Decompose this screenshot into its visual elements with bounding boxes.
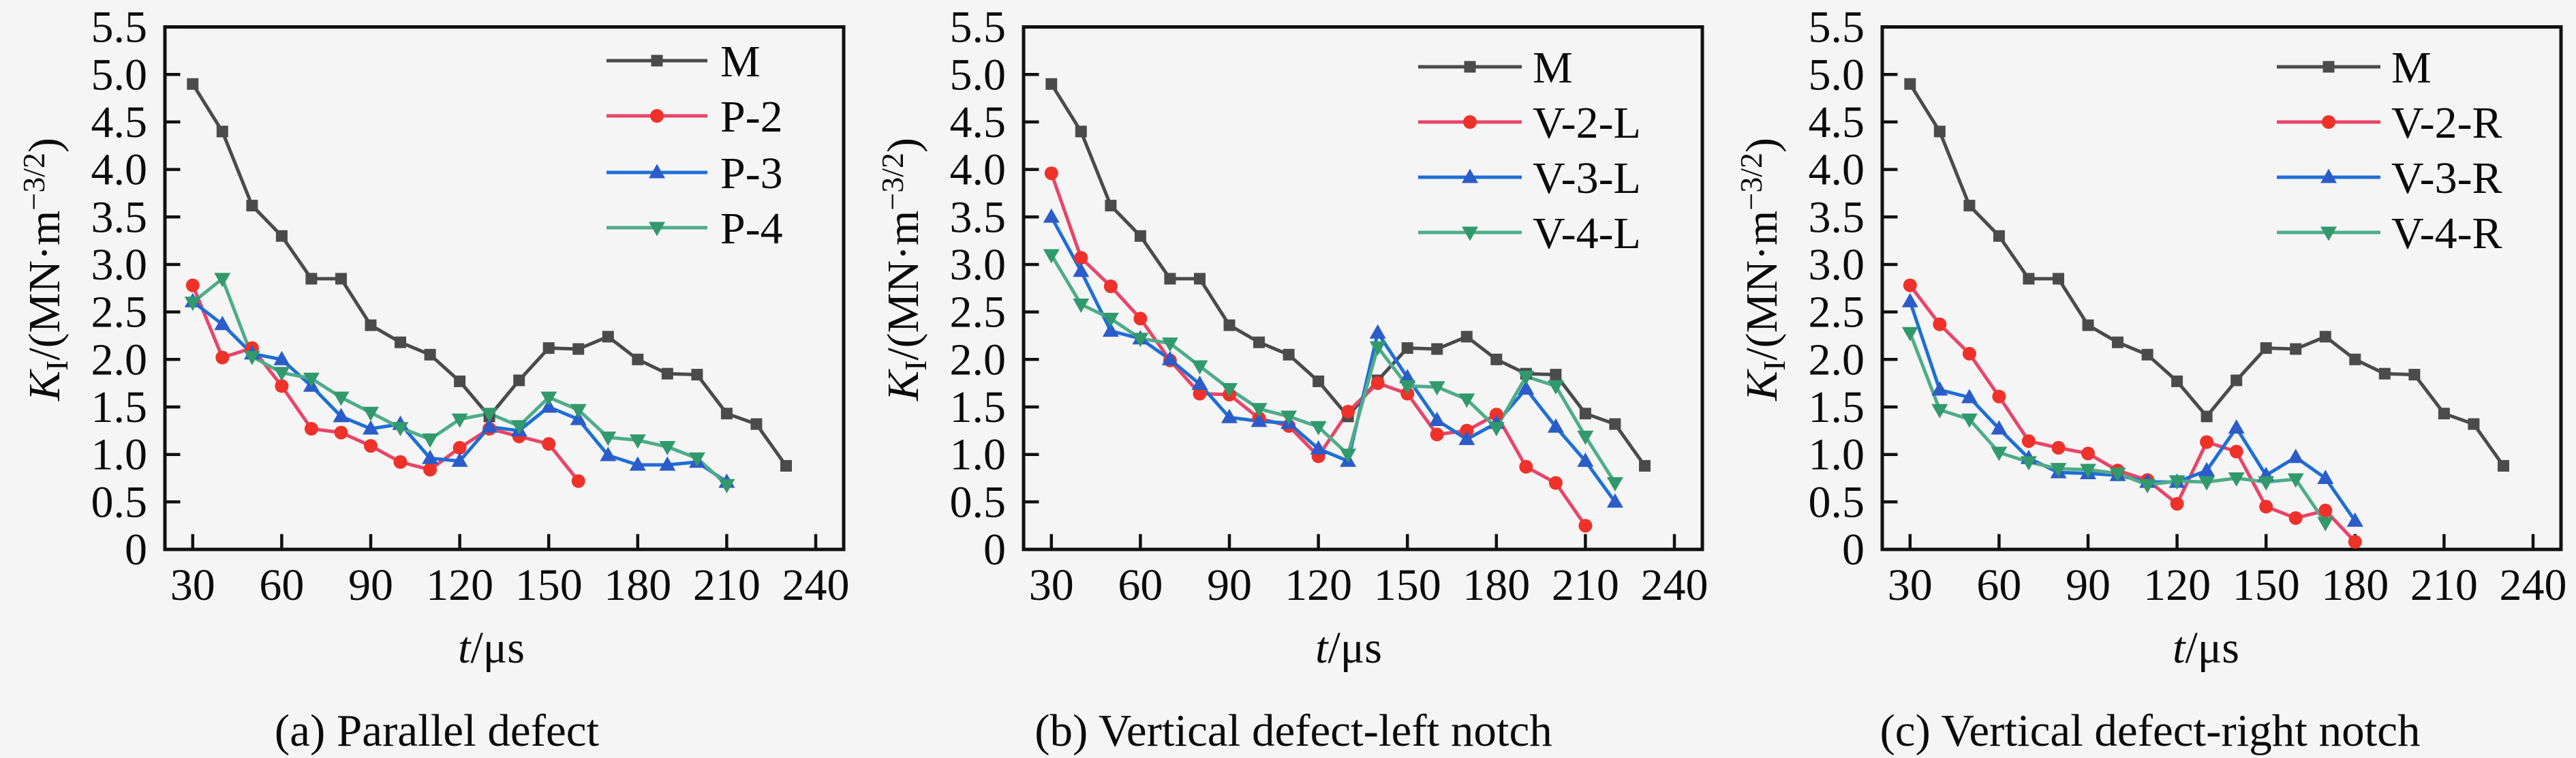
svg-text:3.0: 3.0: [1809, 240, 1865, 290]
svg-text:4.5: 4.5: [91, 97, 148, 147]
svg-text:(a) Parallel defect: (a) Parallel defect: [275, 706, 600, 756]
svg-text:210: 210: [1552, 560, 1619, 610]
svg-text:0.5: 0.5: [91, 477, 148, 527]
svg-text:3.5: 3.5: [1809, 192, 1865, 242]
svg-text:KI/(MN·m−3/2): KI/(MN·m−3/2): [875, 138, 933, 401]
svg-text:0: 0: [1842, 525, 1865, 575]
svg-text:150: 150: [1374, 560, 1441, 610]
svg-text:M: M: [2391, 43, 2432, 93]
svg-text:90: 90: [348, 560, 393, 610]
svg-text:60: 60: [1976, 560, 2021, 610]
svg-text:2.5: 2.5: [1809, 288, 1865, 337]
svg-text:3.5: 3.5: [91, 192, 148, 242]
svg-text:150: 150: [515, 560, 583, 610]
svg-text:4.0: 4.0: [950, 145, 1007, 195]
svg-text:210: 210: [2410, 560, 2478, 610]
svg-text:0: 0: [983, 525, 1006, 575]
svg-text:1.5: 1.5: [91, 382, 148, 432]
svg-text:2.0: 2.0: [950, 335, 1007, 384]
svg-text:30: 30: [1888, 560, 1933, 610]
svg-text:1.0: 1.0: [91, 430, 148, 480]
svg-text:30: 30: [170, 560, 215, 610]
svg-text:120: 120: [1285, 560, 1352, 610]
svg-text:V-4-L: V-4-L: [1533, 209, 1641, 258]
svg-text:60: 60: [1118, 560, 1163, 610]
svg-text:5.0: 5.0: [91, 50, 148, 100]
svg-text:240: 240: [1641, 560, 1708, 610]
svg-text:1.0: 1.0: [950, 430, 1007, 480]
svg-text:120: 120: [2143, 560, 2211, 610]
svg-text:M: M: [1533, 43, 1573, 93]
svg-text:30: 30: [1029, 560, 1074, 610]
svg-text:4.0: 4.0: [1809, 145, 1865, 195]
svg-text:210: 210: [693, 560, 761, 610]
svg-text:1.5: 1.5: [1809, 382, 1865, 432]
svg-text:90: 90: [1207, 560, 1252, 610]
svg-text:240: 240: [2500, 560, 2567, 610]
svg-text:240: 240: [782, 560, 850, 610]
svg-text:4.5: 4.5: [950, 97, 1007, 147]
svg-text:(b) Vertical defect-left notch: (b) Vertical defect-left notch: [1034, 706, 1552, 756]
svg-text:M: M: [720, 37, 761, 87]
svg-text:5.0: 5.0: [1809, 50, 1865, 100]
svg-text:V-2-L: V-2-L: [1533, 98, 1641, 148]
svg-text:(c) Vertical defect-right notc: (c) Vertical defect-right notch: [1880, 706, 2420, 756]
svg-text:2.0: 2.0: [1809, 335, 1865, 384]
svg-text:t/μs: t/μs: [458, 623, 525, 673]
svg-text:180: 180: [1462, 560, 1530, 610]
svg-text:5.5: 5.5: [1809, 3, 1865, 52]
svg-text:0: 0: [125, 525, 147, 575]
svg-text:4.5: 4.5: [1809, 97, 1865, 147]
svg-text:180: 180: [2321, 560, 2389, 610]
svg-text:2.5: 2.5: [950, 288, 1007, 337]
svg-text:V-3-L: V-3-L: [1533, 153, 1641, 203]
svg-text:1.5: 1.5: [950, 382, 1007, 432]
svg-text:150: 150: [2233, 560, 2300, 610]
svg-text:KI/(MN·m−3/2): KI/(MN·m−3/2): [16, 138, 74, 401]
svg-text:V-3-R: V-3-R: [2391, 153, 2502, 203]
svg-text:5.5: 5.5: [950, 3, 1007, 52]
svg-text:P-4: P-4: [720, 204, 783, 254]
svg-text:t/μs: t/μs: [2173, 623, 2239, 673]
svg-text:5.0: 5.0: [950, 50, 1007, 100]
svg-text:2.5: 2.5: [91, 288, 148, 337]
svg-text:2.0: 2.0: [91, 335, 148, 384]
svg-text:90: 90: [2066, 560, 2111, 610]
svg-text:60: 60: [259, 560, 304, 610]
svg-text:3.0: 3.0: [91, 240, 148, 290]
svg-text:t/μs: t/μs: [1315, 623, 1382, 673]
svg-text:5.5: 5.5: [91, 3, 148, 52]
svg-text:KI/(MN·m−3/2): KI/(MN·m−3/2): [1734, 138, 1792, 401]
svg-text:P-2: P-2: [720, 92, 783, 142]
svg-text:3.0: 3.0: [950, 240, 1007, 290]
svg-text:3.5: 3.5: [950, 192, 1007, 242]
svg-text:4.0: 4.0: [91, 145, 148, 195]
svg-text:120: 120: [426, 560, 493, 610]
svg-text:0.5: 0.5: [950, 477, 1007, 527]
svg-text:1.0: 1.0: [1809, 430, 1865, 480]
svg-text:0.5: 0.5: [1809, 477, 1865, 527]
svg-text:V-4-R: V-4-R: [2391, 209, 2502, 258]
svg-text:V-2-R: V-2-R: [2391, 98, 2502, 148]
svg-text:P-3: P-3: [720, 149, 783, 198]
svg-text:180: 180: [604, 560, 671, 610]
